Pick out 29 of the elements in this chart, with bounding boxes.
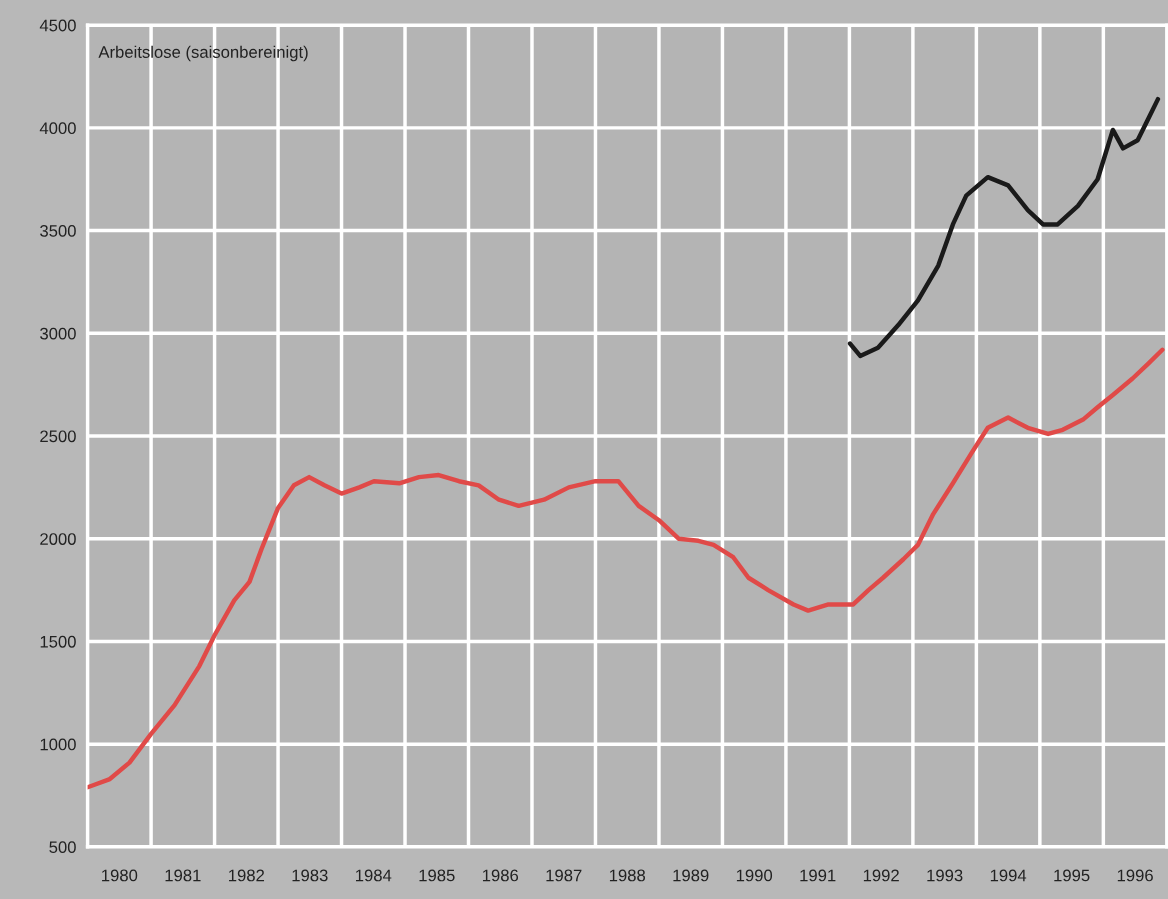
x-tick-label: 1980 (102, 869, 138, 882)
line-series (87, 347, 1165, 790)
text: Arbeitslose (saisonbereinigt) (98, 45, 308, 62)
y-tick-label: 3500 (40, 224, 76, 237)
x-tick-label: 1985 (419, 869, 455, 882)
y-tick-label: 1500 (40, 635, 76, 648)
x-tick-label: 1992 (863, 869, 899, 882)
y-tick-label: 2000 (40, 533, 76, 545)
x-tick-label: 1982 (229, 869, 265, 882)
y-tick-label: 2500 (40, 430, 76, 443)
x-tick-label: 1996 (1117, 869, 1153, 882)
x-tick-label: 1981 (165, 869, 201, 882)
y-tick-label: 4500 (39, 19, 76, 32)
x-tick-label: 1986 (482, 869, 519, 882)
x-tick-label: 1993 (927, 869, 963, 882)
x-tick-label: 1989 (673, 869, 709, 882)
y-tick-label: 1000 (40, 738, 76, 751)
y-tick-label: 500 (49, 841, 76, 854)
x-tick-label: 1991 (800, 869, 836, 882)
x-tick-label: 1988 (609, 869, 646, 882)
y-tick-label: 3000 (40, 327, 76, 340)
x-tick-label: 1983 (292, 869, 328, 882)
x-tick-label: 1994 (990, 869, 1027, 882)
x-tick-label: 1984 (356, 869, 392, 882)
x-tick-label: 1987 (546, 869, 582, 882)
line-series (847, 96, 1161, 359)
x-tick-label: 1990 (736, 869, 773, 882)
x-tick-label: 1995 (1054, 869, 1090, 882)
y-tick-label: 4000 (39, 122, 76, 135)
